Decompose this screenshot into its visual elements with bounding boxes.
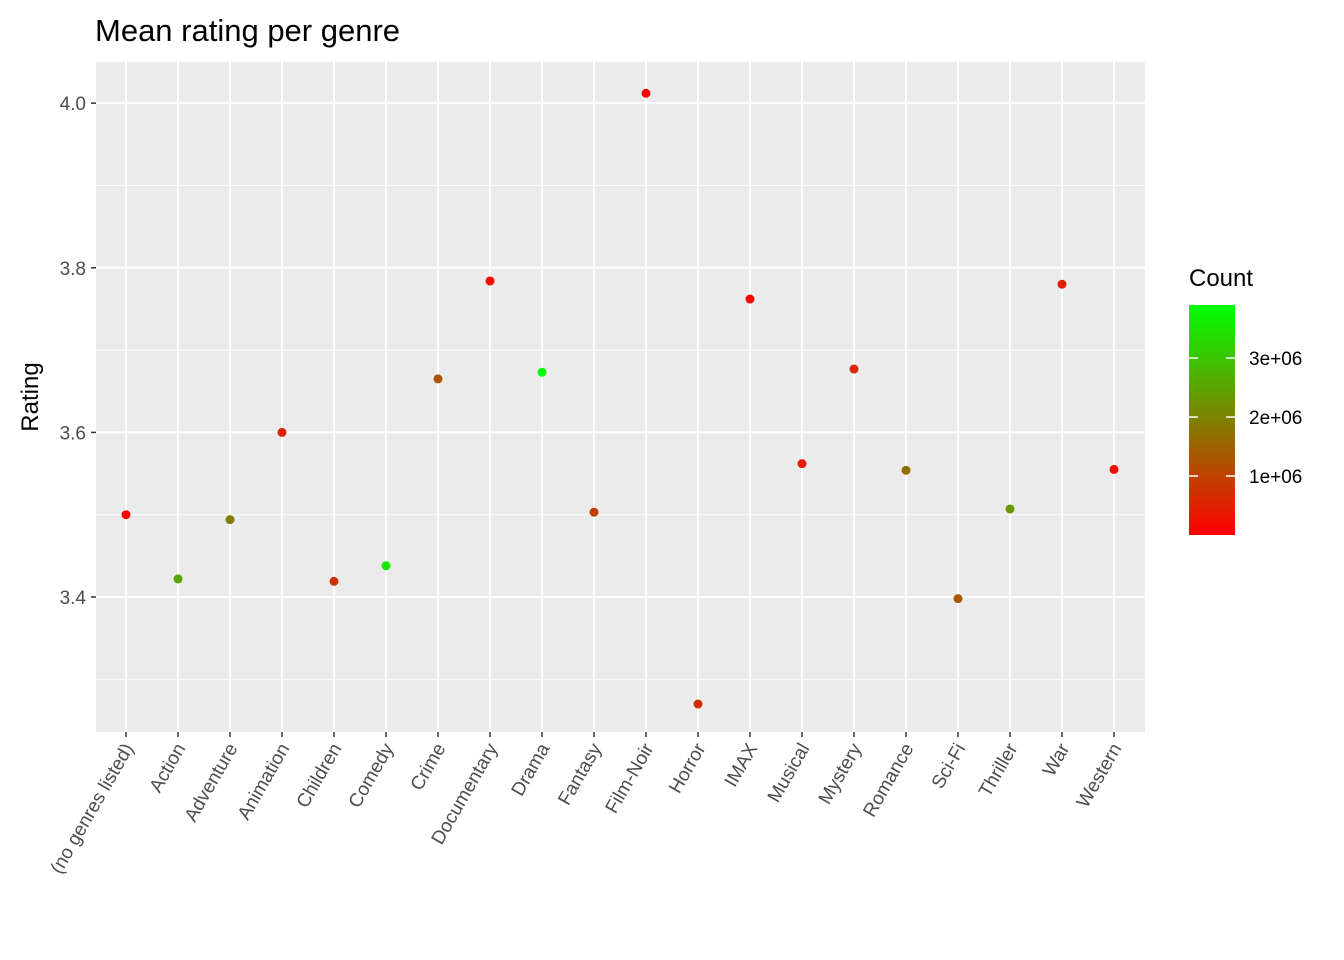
legend-colorbar bbox=[1189, 305, 1235, 535]
data-point bbox=[797, 459, 807, 469]
legend-title: Count bbox=[1189, 265, 1253, 292]
x-tick-label: Mystery bbox=[815, 740, 867, 809]
data-point bbox=[693, 699, 703, 709]
x-tick-label: (no genres listed) bbox=[47, 740, 139, 878]
x-axis: (no genres listed) ActionAdventureAnimati… bbox=[47, 732, 1126, 878]
x-tick-label: Romance bbox=[859, 740, 918, 821]
x-tick-label: IMAX bbox=[721, 740, 763, 791]
x-tick-label: Animation bbox=[234, 740, 294, 824]
data-point bbox=[641, 88, 651, 98]
data-point bbox=[485, 276, 495, 286]
gridlines bbox=[96, 62, 1145, 732]
x-tick-label: Crime bbox=[407, 740, 451, 794]
y-tick-label: 4.0 bbox=[60, 94, 86, 115]
data-point bbox=[849, 364, 859, 374]
x-tick-label: Western bbox=[1073, 740, 1126, 811]
legend-tick-label: 3e+06 bbox=[1249, 349, 1302, 370]
legend-tick-label: 1e+06 bbox=[1249, 467, 1302, 488]
data-point bbox=[173, 574, 183, 584]
x-tick-label: Sci-Fi bbox=[928, 740, 970, 793]
data-point bbox=[121, 510, 131, 520]
data-point bbox=[277, 427, 287, 437]
data-point bbox=[1005, 504, 1015, 514]
y-axis: 3.4 3.6 3.8 4.0 bbox=[60, 94, 96, 609]
x-tick-label: Comedy bbox=[345, 740, 399, 812]
legend-tick-label: 2e+06 bbox=[1249, 408, 1302, 429]
data-point bbox=[537, 367, 547, 377]
data-point bbox=[589, 507, 599, 517]
data-point bbox=[953, 594, 963, 604]
color-legend: Count 1e+06 2e+06 3e+06 bbox=[1189, 265, 1302, 535]
data-point bbox=[1109, 464, 1119, 474]
data-point bbox=[225, 515, 235, 525]
data-point bbox=[433, 374, 443, 384]
data-point bbox=[381, 561, 391, 571]
y-tick-label: 3.6 bbox=[60, 423, 86, 444]
y-axis-label: Rating bbox=[17, 362, 44, 431]
x-tick-label: War bbox=[1039, 739, 1075, 780]
x-tick-label: Film-Noir bbox=[602, 739, 659, 817]
x-tick-label: Horror bbox=[665, 739, 710, 797]
x-tick-label: Action bbox=[146, 740, 191, 796]
plot-panel bbox=[96, 62, 1145, 732]
chart-title: Mean rating per genre bbox=[95, 13, 400, 48]
data-point bbox=[745, 294, 755, 304]
x-tick-label: Fantasy bbox=[554, 740, 606, 809]
x-tick-label: Children bbox=[293, 740, 347, 812]
data-point bbox=[1057, 279, 1067, 289]
y-tick-label: 3.8 bbox=[60, 259, 86, 280]
x-tick-label: Thriller bbox=[975, 739, 1023, 800]
data-point bbox=[329, 576, 339, 586]
y-tick-label: 3.4 bbox=[60, 588, 87, 609]
x-tick-label: Drama bbox=[508, 740, 555, 800]
data-points bbox=[121, 88, 1119, 709]
data-point bbox=[901, 465, 911, 475]
x-tick-label: Musical bbox=[764, 740, 814, 806]
